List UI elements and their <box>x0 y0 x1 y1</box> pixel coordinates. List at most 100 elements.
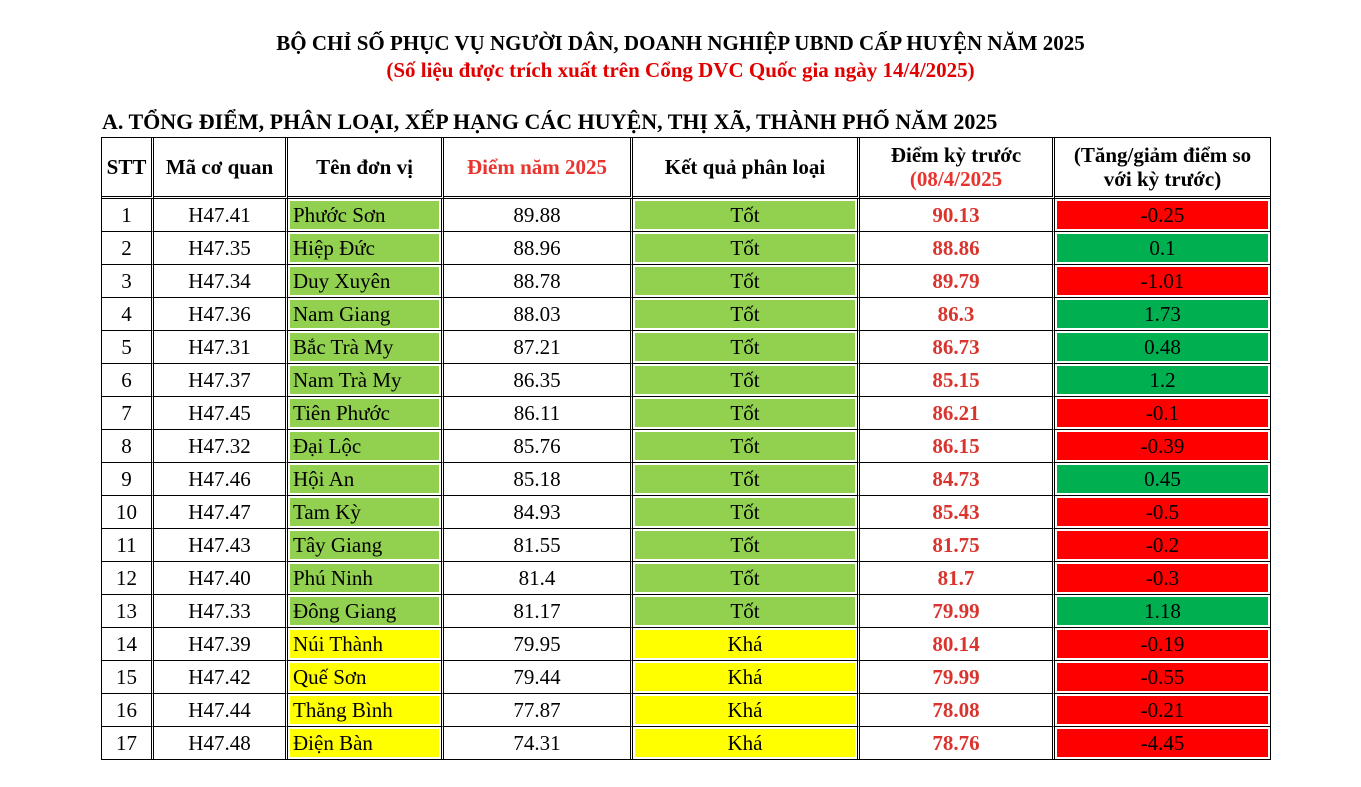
unit-name-cell-value: Phú Ninh <box>290 564 439 592</box>
unit-name-cell-value: Duy Xuyên <box>290 267 439 295</box>
score-cell: 88.78 <box>444 265 633 298</box>
score-cell: 86.11 <box>444 397 633 430</box>
result-cell-value: Tốt <box>635 498 855 526</box>
prev-score-cell: 79.99 <box>860 595 1055 628</box>
change-cell-value: -0.1 <box>1057 399 1268 427</box>
table-row: 11 H47.43 Tây Giang 81.55 Tốt 81.75 -0.2 <box>102 529 1270 562</box>
unit-name-cell: Núi Thành <box>288 628 444 661</box>
stt-cell: 14 <box>102 628 154 661</box>
table-row: 6 H47.37 Nam Trà My 86.35 Tốt 85.15 1.2 <box>102 364 1270 397</box>
prev-score-cell: 81.7 <box>860 562 1055 595</box>
result-cell-value: Tốt <box>635 234 855 262</box>
unit-name-cell: Quế Sơn <box>288 661 444 694</box>
unit-name-cell: Hội An <box>288 463 444 496</box>
unit-name-cell: Đại Lộc <box>288 430 444 463</box>
result-cell-value: Tốt <box>635 399 855 427</box>
change-cell: 1.18 <box>1055 595 1270 628</box>
result-cell-value: Khá <box>635 729 855 757</box>
change-cell: 1.2 <box>1055 364 1270 397</box>
result-cell: Tốt <box>633 232 860 265</box>
prev-score-cell: 86.3 <box>860 298 1055 331</box>
report-subtitle: (Số liệu được trích xuất trên Cổng DVC Q… <box>386 58 975 82</box>
prev-score-cell: 85.43 <box>860 496 1055 529</box>
unit-name-cell-value: Điện Bàn <box>290 729 439 757</box>
score-cell: 79.44 <box>444 661 633 694</box>
unit-name-cell: Nam Trà My <box>288 364 444 397</box>
prev-score-cell: 78.08 <box>860 694 1055 727</box>
change-cell: 0.1 <box>1055 232 1270 265</box>
unit-name-cell: Phú Ninh <box>288 562 444 595</box>
code-cell: H47.31 <box>154 331 288 364</box>
table-row: 10 H47.47 Tam Kỳ 84.93 Tốt 85.43 -0.5 <box>102 496 1270 529</box>
score-cell: 89.88 <box>444 199 633 232</box>
result-cell: Khá <box>633 727 860 759</box>
score-cell: 77.87 <box>444 694 633 727</box>
header-prev-line2: (08/4/2025 <box>909 167 1003 191</box>
prev-score-cell: 86.15 <box>860 430 1055 463</box>
table-row: 4 H47.36 Nam Giang 88.03 Tốt 86.3 1.73 <box>102 298 1270 331</box>
change-cell: -1.01 <box>1055 265 1270 298</box>
score-cell: 85.76 <box>444 430 633 463</box>
unit-name-cell: Điện Bàn <box>288 727 444 759</box>
result-cell: Tốt <box>633 364 860 397</box>
change-cell-value: -0.21 <box>1057 696 1268 724</box>
change-cell-value: -0.19 <box>1057 630 1268 658</box>
change-cell: 1.73 <box>1055 298 1270 331</box>
score-cell: 81.17 <box>444 595 633 628</box>
unit-name-cell: Duy Xuyên <box>288 265 444 298</box>
change-cell-value: 0.48 <box>1057 333 1268 361</box>
code-cell: H47.42 <box>154 661 288 694</box>
unit-name-cell-value: Nam Trà My <box>290 366 439 394</box>
result-cell-value: Tốt <box>635 201 855 229</box>
result-cell: Tốt <box>633 298 860 331</box>
change-cell: -0.3 <box>1055 562 1270 595</box>
table-row: 8 H47.32 Đại Lộc 85.76 Tốt 86.15 -0.39 <box>102 430 1270 463</box>
result-cell-value: Tốt <box>635 267 855 295</box>
table-header-row: STT Mã cơ quan Tên đơn vị Điểm năm 2025 … <box>102 138 1270 199</box>
unit-name-cell-value: Tây Giang <box>290 531 439 559</box>
code-cell: H47.37 <box>154 364 288 397</box>
table-row: 14 H47.39 Núi Thành 79.95 Khá 80.14 -0.19 <box>102 628 1270 661</box>
change-cell: -0.2 <box>1055 529 1270 562</box>
code-cell: H47.33 <box>154 595 288 628</box>
unit-name-cell: Hiệp Đức <box>288 232 444 265</box>
result-cell-value: Tốt <box>635 366 855 394</box>
header-change-line2: với kỳ trước) <box>1103 167 1222 191</box>
stt-cell: 15 <box>102 661 154 694</box>
unit-name-cell-value: Tiên Phước <box>290 399 439 427</box>
score-cell: 81.4 <box>444 562 633 595</box>
prev-score-cell: 86.21 <box>860 397 1055 430</box>
result-cell-value: Khá <box>635 663 855 691</box>
result-cell: Tốt <box>633 331 860 364</box>
table-row: 12 H47.40 Phú Ninh 81.4 Tốt 81.7 -0.3 <box>102 562 1270 595</box>
result-cell: Tốt <box>633 463 860 496</box>
result-cell: Tốt <box>633 595 860 628</box>
prev-score-cell: 89.79 <box>860 265 1055 298</box>
result-cell: Tốt <box>633 430 860 463</box>
prev-score-cell: 80.14 <box>860 628 1055 661</box>
change-cell-value: 1.18 <box>1057 597 1268 625</box>
unit-name-cell-value: Tam Kỳ <box>290 498 439 526</box>
table-body: 1 H47.41 Phước Sơn 89.88 Tốt 90.13 -0.25 2 H47.3… <box>102 199 1270 759</box>
header-prev: Điểm kỳ trước (08/4/2025 <box>860 138 1055 199</box>
unit-name-cell-value: Thăng Bình <box>290 696 439 724</box>
unit-name-cell-value: Hiệp Đức <box>290 234 439 262</box>
result-cell: Khá <box>633 628 860 661</box>
stt-cell: 9 <box>102 463 154 496</box>
stt-cell: 7 <box>102 397 154 430</box>
table-row: 16 H47.44 Thăng Bình 77.87 Khá 78.08 -0.21 <box>102 694 1270 727</box>
change-cell: -0.25 <box>1055 199 1270 232</box>
table-row: 17 H47.48 Điện Bàn 74.31 Khá 78.76 -4.45 <box>102 727 1270 759</box>
change-cell-value: 0.1 <box>1057 234 1268 262</box>
change-cell: -4.45 <box>1055 727 1270 759</box>
change-cell-value: -0.55 <box>1057 663 1268 691</box>
result-cell-value: Khá <box>635 696 855 724</box>
table-row: 1 H47.41 Phước Sơn 89.88 Tốt 90.13 -0.25 <box>102 199 1270 232</box>
result-cell-value: Tốt <box>635 597 855 625</box>
change-cell: -0.39 <box>1055 430 1270 463</box>
result-cell-value: Tốt <box>635 465 855 493</box>
prev-score-cell: 78.76 <box>860 727 1055 759</box>
header-code: Mã cơ quan <box>154 138 288 199</box>
code-cell: H47.40 <box>154 562 288 595</box>
table-row: 13 H47.33 Đông Giang 81.17 Tốt 79.99 1.18 <box>102 595 1270 628</box>
